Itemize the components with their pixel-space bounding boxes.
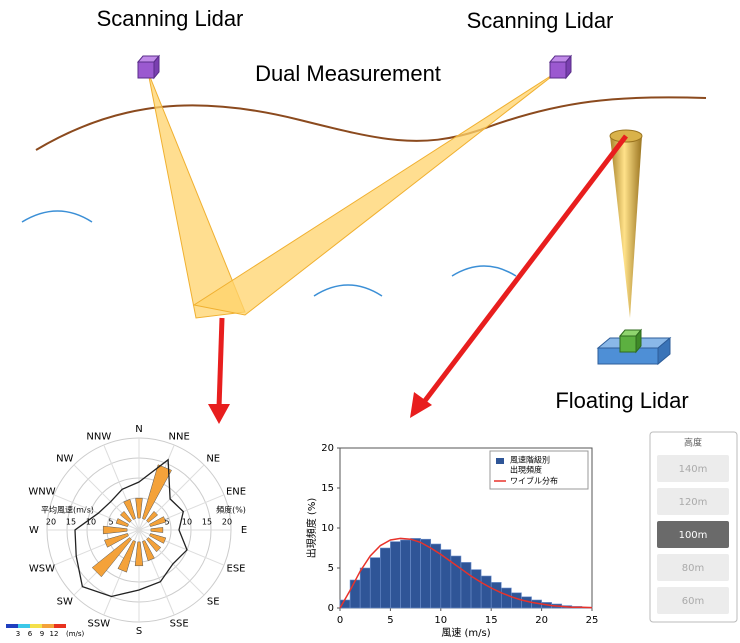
x-tick-label: 20 xyxy=(535,615,548,626)
direction-label: S xyxy=(136,626,142,637)
label: Dual Measurement xyxy=(255,61,441,86)
direction-label: WNW xyxy=(28,486,55,497)
direction-label: ESE xyxy=(227,564,246,575)
direction-label: W xyxy=(29,525,39,536)
arrow-head xyxy=(208,404,230,424)
wave xyxy=(452,266,516,276)
rose-bar xyxy=(136,498,143,518)
height-option-label[interactable]: 80m xyxy=(682,563,704,574)
direction-label: N xyxy=(135,424,142,435)
bar xyxy=(501,588,511,608)
bar xyxy=(400,540,410,608)
legend-label: ワイブル分布 xyxy=(510,476,558,486)
bar xyxy=(390,542,400,608)
bar xyxy=(350,580,360,608)
tick-label: 15 xyxy=(202,518,212,527)
rose-bar xyxy=(135,542,143,566)
bar xyxy=(421,539,431,608)
height-option-label[interactable]: 60m xyxy=(682,596,704,607)
legend-tick: 12 xyxy=(50,630,59,638)
bar xyxy=(411,538,421,608)
legend-tick: 9 xyxy=(40,630,44,638)
sea-surface xyxy=(36,97,706,150)
axis-label: 頻度(%) xyxy=(216,505,246,515)
page: Scanning Lidar Scanning Lidar Dual Measu… xyxy=(0,0,740,643)
x-tick-label: 5 xyxy=(387,615,393,626)
height-option-label[interactable]: 120m xyxy=(679,497,708,508)
direction-label: NNE xyxy=(169,432,190,443)
height-option-label[interactable]: 100m xyxy=(679,530,708,541)
legend-swatch xyxy=(30,624,42,628)
lidar-unit xyxy=(550,56,571,78)
y-tick-label: 0 xyxy=(328,603,334,614)
label: Floating Lidar xyxy=(555,388,688,413)
label: Scanning Lidar xyxy=(97,6,244,31)
x-tick-label: 0 xyxy=(337,615,343,626)
y-tick-label: 5 xyxy=(328,563,334,574)
axis-label: 平均風速(m/s) xyxy=(41,505,94,515)
direction-label: NW xyxy=(56,454,73,465)
lidar-beam xyxy=(194,70,560,315)
bar xyxy=(380,548,390,608)
bar xyxy=(360,568,370,608)
wave xyxy=(314,285,382,296)
lidar-cone xyxy=(610,136,642,318)
legend-swatch xyxy=(6,624,18,628)
bar xyxy=(471,570,481,608)
direction-label: SW xyxy=(57,596,73,607)
x-tick-label: 25 xyxy=(586,615,599,626)
tick-label: 10 xyxy=(182,518,192,527)
legend-tick: 6 xyxy=(28,630,33,638)
lidar-unit xyxy=(620,330,641,352)
rose-bar xyxy=(151,527,163,532)
legend-swatch xyxy=(42,624,54,628)
y-axis-label: 出現頻度 (%) xyxy=(305,498,318,559)
x-tick-label: 15 xyxy=(485,615,498,626)
rose-bar xyxy=(103,526,127,534)
legend-swatch xyxy=(18,624,30,628)
direction-label: NNW xyxy=(86,432,111,443)
direction-label: WSW xyxy=(29,564,55,575)
y-tick-label: 20 xyxy=(321,443,334,454)
tick-label: 15 xyxy=(66,518,76,527)
direction-label: SSW xyxy=(88,618,111,629)
lidar-unit xyxy=(138,56,159,78)
height-option-label[interactable]: 140m xyxy=(679,464,708,475)
x-tick-label: 10 xyxy=(434,615,447,626)
direction-label: E xyxy=(241,525,247,536)
panel-title: 高度 xyxy=(684,437,702,449)
diagram: Scanning Lidar Scanning Lidar Dual Measu… xyxy=(0,0,740,643)
y-tick-label: 15 xyxy=(321,483,334,494)
bar xyxy=(481,576,491,608)
label: Scanning Lidar xyxy=(467,8,614,33)
legend-unit: (m/s) xyxy=(66,630,85,638)
direction-label: ENE xyxy=(226,486,246,497)
arrow xyxy=(219,318,222,408)
wave xyxy=(22,211,92,222)
bar xyxy=(451,556,461,608)
x-axis-label: 風速 (m/s) xyxy=(441,627,490,639)
legend-label: 風速階級別 xyxy=(510,455,550,465)
legend-swatch xyxy=(496,458,504,464)
mean-speed-line xyxy=(75,460,187,597)
legend-tick: 3 xyxy=(16,630,20,638)
bar xyxy=(511,593,521,608)
y-tick-label: 10 xyxy=(321,523,334,534)
tick-label: 20 xyxy=(46,518,56,527)
bar xyxy=(370,558,380,608)
tick-label: 20 xyxy=(222,518,232,527)
direction-label: SSE xyxy=(170,618,189,629)
direction-label: NE xyxy=(206,454,220,465)
legend-swatch xyxy=(54,624,66,628)
arrow xyxy=(424,136,626,402)
direction-label: SE xyxy=(207,596,220,607)
rose-bar xyxy=(142,465,171,520)
bar xyxy=(491,582,501,608)
legend-label: 出現頻度 xyxy=(510,465,542,475)
